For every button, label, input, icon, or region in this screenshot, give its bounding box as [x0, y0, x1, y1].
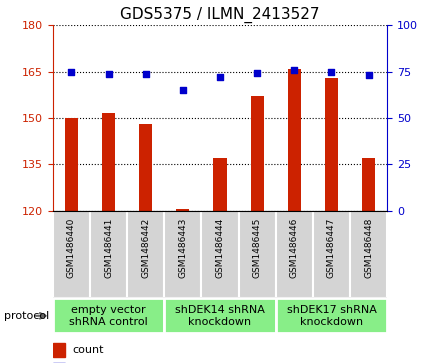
Bar: [65, 118, 78, 211]
Point: [68, 69, 75, 75]
Bar: [238, 211, 276, 298]
Bar: [276, 298, 387, 333]
Bar: [164, 211, 202, 298]
Point: [180, 87, 187, 93]
Point: [328, 69, 335, 75]
Bar: [276, 211, 313, 298]
Text: GSM1486442: GSM1486442: [141, 217, 150, 278]
Bar: [53, 211, 90, 298]
Bar: [350, 211, 387, 298]
Text: GSM1486443: GSM1486443: [178, 217, 187, 278]
Bar: [53, 343, 65, 357]
Text: shDEK17 shRNA
knockdown: shDEK17 shRNA knockdown: [286, 305, 376, 327]
Text: GSM1486445: GSM1486445: [253, 217, 262, 278]
Bar: [325, 78, 338, 211]
Text: protocol: protocol: [4, 311, 50, 321]
Text: GSM1486441: GSM1486441: [104, 217, 113, 278]
Bar: [251, 97, 264, 211]
Bar: [362, 158, 375, 211]
Bar: [127, 211, 164, 298]
Text: GSM1486440: GSM1486440: [67, 217, 76, 278]
Bar: [139, 124, 152, 211]
Bar: [313, 211, 350, 298]
Bar: [288, 69, 301, 211]
Text: GSM1486444: GSM1486444: [216, 217, 224, 278]
Point: [365, 73, 372, 78]
Text: shDEK14 shRNA
knockdown: shDEK14 shRNA knockdown: [175, 305, 265, 327]
Bar: [53, 298, 164, 333]
Bar: [102, 113, 115, 211]
Text: GSM1486447: GSM1486447: [327, 217, 336, 278]
Bar: [164, 298, 276, 333]
Title: GDS5375 / ILMN_2413527: GDS5375 / ILMN_2413527: [120, 7, 320, 23]
Text: GSM1486448: GSM1486448: [364, 217, 373, 278]
Text: GSM1486446: GSM1486446: [290, 217, 299, 278]
Point: [142, 71, 149, 77]
Bar: [202, 211, 238, 298]
Point: [291, 67, 298, 73]
Text: count: count: [73, 345, 104, 355]
Point: [216, 74, 224, 80]
Bar: [213, 158, 227, 211]
Text: empty vector
shRNA control: empty vector shRNA control: [69, 305, 148, 327]
Bar: [90, 211, 127, 298]
Bar: [176, 209, 189, 211]
Point: [105, 71, 112, 77]
Point: [253, 70, 260, 76]
